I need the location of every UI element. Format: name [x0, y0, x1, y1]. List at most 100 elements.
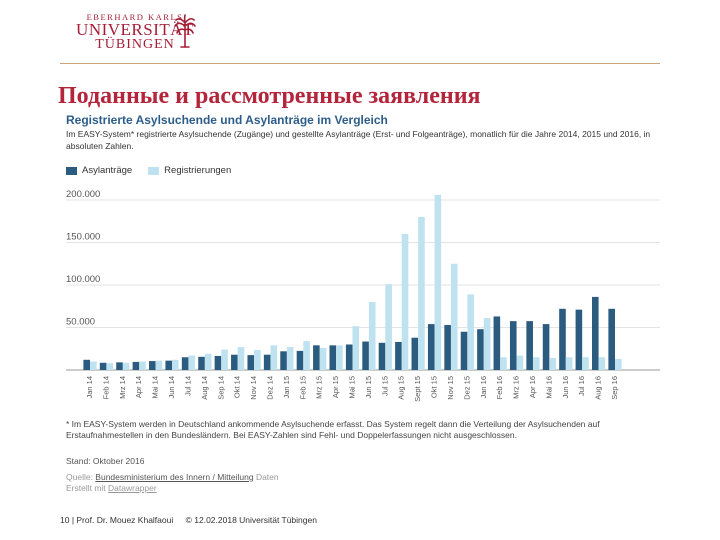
bar-asylantraege — [608, 308, 615, 370]
x-tick-label: Aug 15 — [397, 376, 406, 400]
x-tick-label: Jan 15 — [282, 376, 291, 399]
x-tick-label: Jul 15 — [380, 376, 389, 396]
bar-registrierungen — [155, 360, 163, 370]
bar-registrierungen — [385, 284, 392, 370]
bar-registrierungen — [352, 326, 360, 370]
bar-asylantraege — [526, 321, 533, 370]
bar-asylantraege — [378, 342, 386, 370]
bar-registrierungen — [319, 347, 327, 370]
logo-line-1: EBERHARD KARLS — [86, 12, 184, 22]
bar-asylantraege — [493, 316, 501, 370]
bar-registrierungen — [188, 355, 196, 370]
bar-registrierungen — [615, 358, 622, 370]
bar-registrierungen — [418, 217, 425, 370]
x-tick-label: Mai 14 — [151, 376, 160, 399]
slide-footer: 10 | Prof. Dr. Mouez Khalfaoui © 12.02.2… — [60, 515, 327, 525]
x-tick-label: Mai 16 — [544, 376, 553, 399]
bar-asylantraege — [345, 344, 353, 370]
figure-footnote: * Im EASY-System werden in Deutschland a… — [66, 419, 600, 440]
legend-label-registrierung: Registrierungen — [164, 165, 232, 176]
x-tick-label: Nov 15 — [446, 376, 455, 400]
legend-label-asyl: Asylanträge — [82, 165, 133, 176]
bar-registrierungen — [368, 302, 376, 370]
bar-registrierungen — [500, 357, 507, 370]
bar-registrierungen — [204, 353, 212, 370]
bar-asylantraege — [149, 361, 156, 370]
x-tick-label: Nov 14 — [249, 376, 258, 400]
source-suffix: Daten — [253, 472, 279, 482]
x-tick-label: Mrz 16 — [512, 376, 521, 399]
bar-asylantraege — [247, 355, 255, 370]
x-tick-label: Apr 16 — [528, 376, 537, 398]
bar-registrierungen — [122, 362, 130, 370]
bar-asylantraege — [329, 345, 337, 370]
x-tick-label: Okt 14 — [233, 376, 242, 398]
bar-asylantraege — [362, 341, 369, 370]
y-tick-label: 200.000 — [66, 189, 100, 200]
bar-registrierungen — [401, 234, 409, 370]
source-prefix: Quelle: — [66, 472, 96, 482]
y-tick-label: 150.000 — [66, 232, 100, 243]
x-tick-label: Jul 16 — [577, 376, 586, 396]
bar-asylantraege — [509, 321, 517, 370]
bar-registrierungen — [286, 347, 294, 370]
bar-asylantraege — [165, 360, 173, 370]
x-tick-label: Dez 15 — [462, 376, 471, 400]
bar-asylantraege — [181, 357, 189, 370]
bar-asylantraege — [116, 362, 123, 370]
logo-line-3: TÜBINGEN — [95, 37, 175, 52]
x-tick-label: Mrz 14 — [118, 376, 127, 399]
bar-asylantraege — [231, 354, 238, 370]
bar-asylantraege — [591, 296, 599, 370]
bar-registrierungen — [598, 357, 606, 370]
header-divider — [60, 63, 660, 64]
logo-line-2: UNIVERSITÄT — [76, 20, 194, 39]
figure-subtitle: Im EASY-System* registrierte Asylsuchend… — [66, 129, 651, 151]
chart-legend: Asylanträge Registrierungen — [66, 165, 247, 176]
figure-stand: Stand: Oktober 2016 — [66, 456, 145, 466]
x-tick-label: Apr 14 — [134, 376, 143, 398]
footer-page: 10 | Prof. Dr. Mouez Khalfaoui — [60, 515, 174, 525]
y-tick-label: 50.000 — [66, 317, 95, 328]
bar-asylantraege — [542, 324, 550, 370]
x-tick-label: Jun 14 — [167, 376, 176, 399]
bar-asylantraege — [280, 351, 287, 370]
bar-registrierungen — [254, 350, 261, 370]
figure-title: Registrierte Asylsuchende und Asylanträg… — [66, 113, 388, 127]
x-tick-label: Sep 16 — [610, 376, 619, 400]
bar-asylantraege — [575, 309, 583, 370]
bar-registrierungen — [221, 349, 228, 370]
bar-registrierungen — [434, 194, 442, 370]
x-tick-label: Jun 16 — [561, 376, 570, 399]
x-tick-label: Dez 14 — [265, 376, 274, 400]
x-tick-label: Feb 15 — [298, 376, 307, 399]
legend-item-registrierung: Registrierungen — [148, 165, 231, 176]
legend-item-asyl: Asylanträge — [66, 165, 132, 176]
footer-copyright: © 12.02.2018 Universität Tübingen — [185, 515, 317, 525]
datawrapper-link[interactable]: Datawrapper — [108, 483, 157, 493]
y-tick-label: 100.000 — [66, 274, 100, 285]
bar-registrierungen — [172, 359, 179, 370]
bar-registrierungen — [237, 347, 245, 370]
x-tick-label: Mai 15 — [348, 376, 357, 399]
bar-asylantraege — [296, 350, 304, 370]
bar-asylantraege — [559, 308, 566, 370]
bar-asylantraege — [83, 359, 90, 370]
bar-asylantraege — [444, 324, 451, 370]
bar-asylantraege — [460, 331, 468, 370]
bar-asylantraege — [214, 355, 222, 370]
source-link[interactable]: Bundesministerium des Innern / Mitteilun… — [95, 472, 254, 482]
x-tick-label: Jul 14 — [183, 376, 192, 396]
bar-registrierungen — [565, 357, 573, 370]
bar-registrierungen — [532, 357, 540, 370]
x-tick-label: Okt 15 — [430, 376, 439, 398]
bar-registrierungen — [450, 263, 458, 370]
bar-registrierungen — [467, 294, 474, 370]
bar-registrierungen — [549, 358, 556, 370]
header: EBERHARD KARLS UNIVERSITÄT TÜBINGEN — [0, 0, 720, 64]
bar-registrierungen — [516, 355, 524, 370]
palm-crest-icon — [174, 14, 196, 48]
bar-asylantraege — [427, 324, 435, 370]
bar-registrierungen — [303, 341, 310, 370]
bar-registrierungen — [483, 318, 491, 370]
